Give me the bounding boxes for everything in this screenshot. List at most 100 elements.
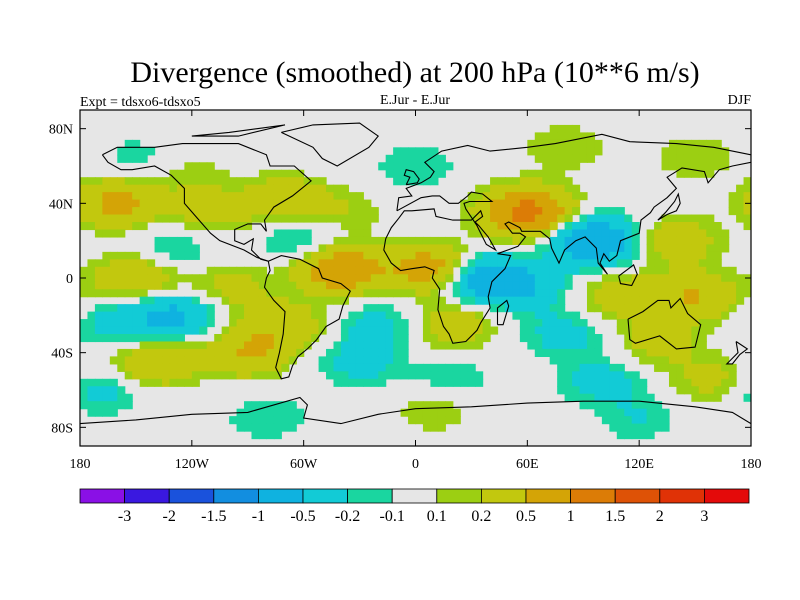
field-cell [266,401,275,410]
field-cell [266,371,275,380]
field-cell [646,393,655,402]
field-cell [616,423,625,432]
field-cell [288,199,297,208]
field-cell [668,341,678,350]
field-cell [706,348,715,357]
field-cell [340,266,349,275]
field-cell [348,334,357,343]
field-cell [236,334,245,343]
field-cell [408,274,417,283]
field-cell [654,304,663,313]
field-cell [698,341,707,350]
field-cell [601,416,610,425]
field-cell [691,304,700,313]
field-cell [102,311,111,320]
field-cell [251,356,260,365]
field-cell [490,222,499,231]
field-cell [258,326,267,335]
field-cell [184,192,193,201]
field-cell [355,334,364,343]
field-cell [422,304,432,313]
field-cell [572,229,581,238]
field-cell [572,311,581,320]
field-cell [199,199,208,208]
colorbar-swatch [257,488,304,504]
field-cell [162,266,171,275]
field-cell [80,393,89,402]
field-cell [273,311,282,320]
field-cell [378,304,387,313]
field-cell [706,289,715,298]
field-cell [706,363,715,372]
field-cell [736,199,745,208]
field-cell [668,334,678,343]
field-cell [169,236,178,245]
field-cell [80,401,89,410]
field-cell [199,319,208,328]
field-cell [385,251,394,260]
field-cell [348,199,357,208]
field-cell [139,311,148,320]
field-cell [594,378,603,387]
field-cell [490,199,499,208]
field-cell [728,378,737,387]
field-cell [340,289,349,298]
field-cell [221,274,230,283]
field-cell [594,139,603,148]
field-cell [721,229,730,238]
field-cell [184,214,193,223]
field-cell [326,363,335,372]
field-cell [586,401,596,410]
field-cell [676,296,685,305]
field-cell [236,371,245,380]
field-cell [229,326,238,335]
field-cell [244,326,253,335]
field-cell [504,222,514,231]
field-cell [408,162,417,171]
field-cell [281,274,290,283]
field-cell [601,401,610,410]
field-cell [318,184,327,193]
field-cell [512,311,521,320]
field-cell [534,222,543,231]
field-cell [236,356,245,365]
field-cell [176,274,185,283]
field-cell [497,274,506,283]
field-cell [698,139,707,148]
field-cell [564,207,573,216]
field-cell [147,281,156,290]
field-cell [631,281,640,290]
field-cell [654,348,663,357]
field-cell [385,363,394,372]
field-cell [326,274,335,283]
field-cell [318,244,327,253]
field-cell [124,214,133,223]
field-cell [668,304,678,313]
field-cell [639,386,648,395]
field-cell [117,259,126,268]
field-cell [661,334,670,343]
coast-antarctica [80,396,751,425]
field-cell [370,356,379,365]
field-cell [303,311,312,320]
field-cell [467,259,476,268]
field-cell [549,319,558,328]
field-cell [698,319,707,328]
field-cell [288,184,297,193]
field-cell [333,296,342,305]
field-cell [169,378,178,387]
field-cell [281,356,290,365]
field-cell [281,311,290,320]
field-cell [631,289,640,298]
colorbar-label: -0.2 [335,508,360,525]
field-cell [482,266,491,275]
field-cell [512,259,521,268]
field-cell [698,259,707,268]
field-cell [154,356,163,365]
field-cell [176,296,185,305]
field-cell [512,281,521,290]
field-cell [363,371,372,380]
field-cell [251,348,260,357]
field-cell [527,341,536,350]
field-cell [199,304,208,313]
